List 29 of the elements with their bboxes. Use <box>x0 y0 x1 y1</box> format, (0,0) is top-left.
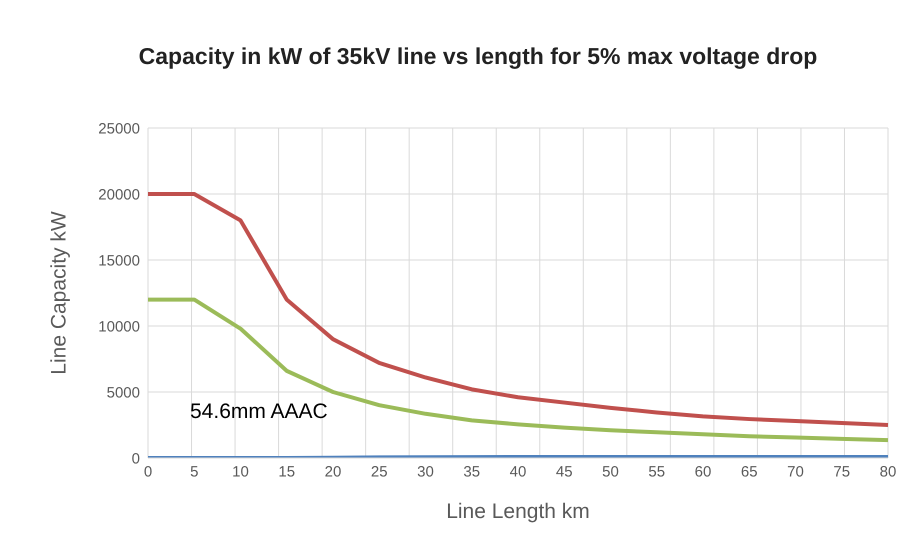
x-tick-label: 55 <box>648 464 666 481</box>
x-axis-title: Line Length km <box>446 500 590 523</box>
annotation: 54.6mm AAAC <box>190 400 328 424</box>
x-tick-label: 20 <box>324 464 342 481</box>
y-tick-label: 5000 <box>106 384 140 402</box>
x-tick-label: 40 <box>510 464 526 481</box>
x-tick-label: 80 <box>880 464 896 481</box>
y-tick-label: 25000 <box>98 120 140 138</box>
x-tick-label: 5 <box>190 464 198 481</box>
x-tick-label: 60 <box>694 464 712 481</box>
y-axis-title: Line Capacity kW <box>47 211 70 375</box>
x-tick-label: 35 <box>463 464 480 481</box>
x-tick-label: 25 <box>370 464 388 481</box>
x-tick-label: 75 <box>833 464 850 481</box>
y-tick-label: 20000 <box>98 186 140 204</box>
y-tick-label: 0 <box>132 450 140 468</box>
x-tick-label: 30 <box>417 464 434 481</box>
x-tick-label: 70 <box>787 464 804 481</box>
x-tick-label: 15 <box>278 464 296 481</box>
x-tick-label: 0 <box>144 464 152 481</box>
y-tick-label: 15000 <box>98 252 140 270</box>
y-tick-label: 10000 <box>98 318 140 336</box>
x-tick-label: 65 <box>740 464 758 481</box>
line-series <box>146 192 890 427</box>
x-tick-label: 10 <box>232 464 249 481</box>
x-tick-label: 45 <box>556 464 573 481</box>
x-tick-label: 50 <box>602 464 619 481</box>
line-series <box>146 298 890 442</box>
chart-title: Capacity in kW of 35kV line vs length for 5% max voltage drop <box>138 42 818 71</box>
